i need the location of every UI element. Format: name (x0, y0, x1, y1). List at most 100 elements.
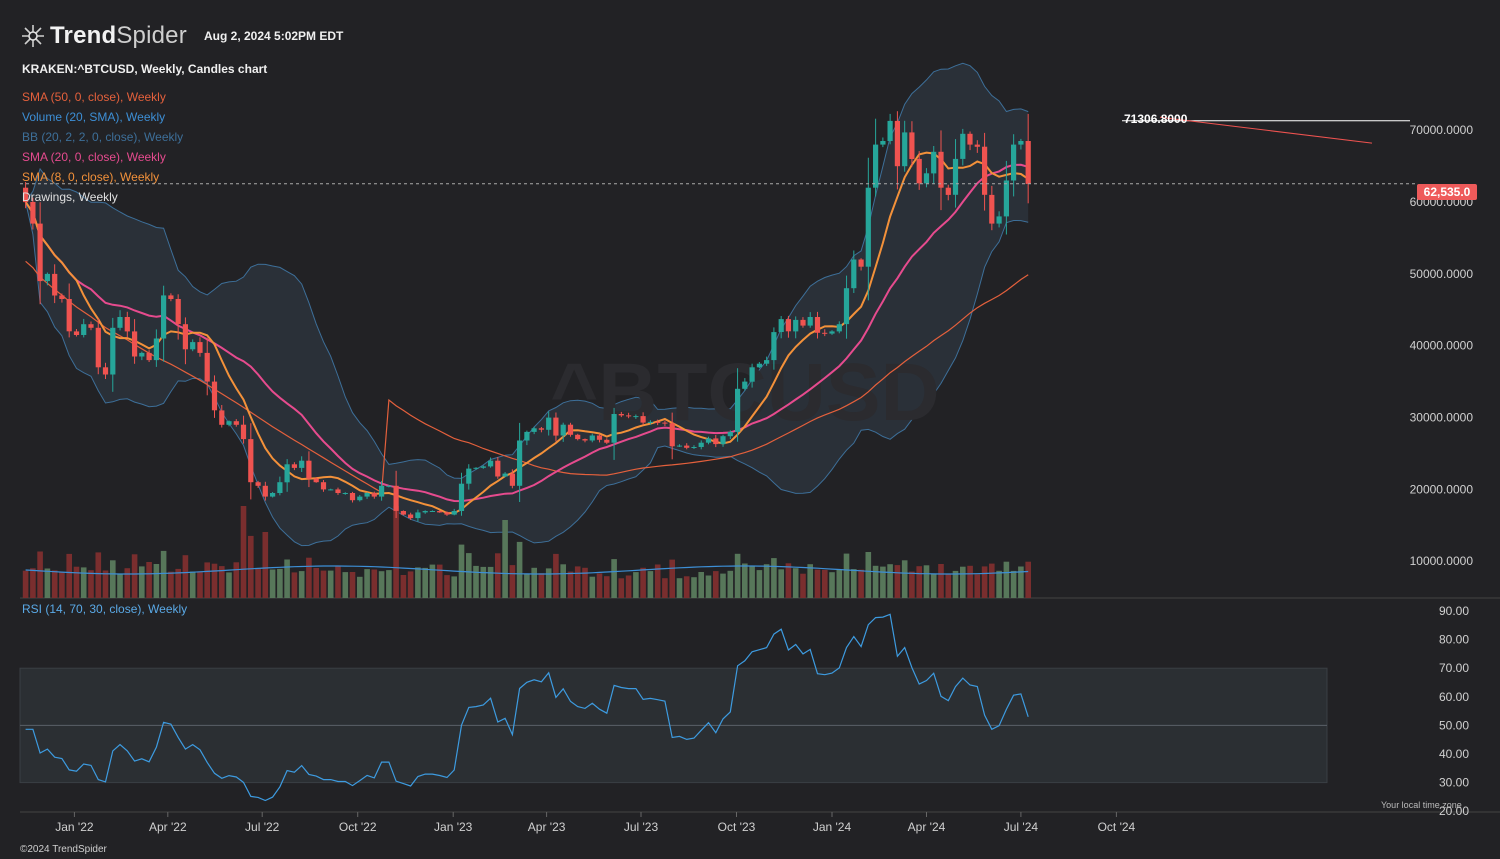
candle-body (698, 442, 704, 447)
candle-body (1011, 144, 1017, 181)
volume-bar (22, 570, 29, 598)
candle-body (182, 324, 188, 350)
rsi-panel (19, 613, 1328, 802)
volume-bar (313, 568, 319, 598)
volume-bar (436, 564, 443, 598)
volume-bar (102, 570, 109, 598)
candle-body (473, 467, 479, 469)
volume-bar (306, 557, 312, 598)
candle-body (1018, 141, 1024, 145)
symbol-title[interactable]: KRAKEN:^BTCUSD, Weekly, Candles chart (22, 62, 268, 76)
candle-body (967, 133, 973, 145)
timezone-note[interactable]: Your local time zone (1381, 800, 1462, 810)
volume-bar (916, 566, 922, 598)
candle-body (139, 352, 145, 357)
candle-body (146, 352, 152, 361)
price-tick-label: 20000.0000 (1410, 482, 1474, 496)
candle-body (168, 295, 174, 299)
volume-bar (378, 571, 385, 598)
volume-bar (59, 572, 65, 598)
candle-body (778, 319, 784, 332)
candle-body (248, 439, 254, 483)
candle-body (793, 319, 799, 332)
candle-body (814, 317, 821, 333)
volume-bar (182, 555, 189, 598)
drawings (20, 116, 1416, 185)
price-tick-label: 30000.0000 (1410, 411, 1474, 425)
volume-bar (269, 569, 276, 598)
candle-body (124, 317, 130, 332)
time-tick-label: Oct '23 (718, 820, 756, 834)
candle-body (291, 464, 297, 468)
candle-body (175, 299, 181, 325)
candle-body (996, 216, 1002, 224)
time-tick-label: Apr '22 (149, 820, 187, 834)
legend-sma50[interactable]: SMA (50, 0, close), Weekly (22, 90, 166, 104)
time-tick-label: Oct '22 (339, 820, 377, 834)
volume-bar (88, 570, 94, 598)
legend-bollinger[interactable]: BB (20, 2, 2, 0, close), Weekly (22, 130, 184, 144)
volume-bar (691, 577, 697, 598)
volume-bar (669, 559, 675, 598)
rsi-tick-label: 30.00 (1439, 776, 1469, 790)
candle-body (306, 460, 312, 479)
resistance-trendline (1159, 116, 1373, 144)
candle-body (299, 460, 305, 468)
legend-sma20[interactable]: SMA (20, 0, close), Weekly (22, 150, 166, 164)
candle-body (596, 435, 603, 440)
legend-volume[interactable]: Volume (20, SMA), Weekly (22, 110, 166, 124)
volume-bar (291, 572, 298, 598)
volume-bar (872, 565, 879, 598)
volume-bar (749, 566, 755, 598)
volume-bar (219, 566, 225, 598)
candle-body (764, 360, 770, 364)
volume-bar (175, 568, 181, 598)
volume-bar (822, 569, 828, 598)
candle-body (357, 496, 363, 501)
candle-body (589, 435, 595, 441)
volume-bar (495, 553, 501, 598)
candle-body (219, 410, 225, 425)
candle-body (364, 493, 370, 497)
volume-bar (974, 574, 981, 598)
rsi-tick-label: 90.00 (1439, 604, 1469, 618)
volume-bar (625, 575, 632, 598)
volume-bar (298, 571, 305, 598)
copyright: ©2024 TrendSpider (20, 844, 107, 855)
volume-bar (277, 568, 283, 598)
volume-bar (124, 568, 131, 598)
volume-bar (473, 565, 479, 598)
brand-logo: TrendSpider (20, 22, 187, 50)
candle-body (517, 440, 523, 486)
volume-bar (422, 567, 428, 598)
candle-body (604, 439, 610, 443)
candle-body (102, 367, 109, 375)
volume-bar (189, 571, 196, 598)
price-tick-label: 40000.0000 (1410, 339, 1474, 353)
candle-body (575, 434, 581, 440)
volume-bar (524, 573, 530, 598)
candle-body (923, 173, 930, 184)
rsi-legend[interactable]: RSI (14, 70, 30, close), Weekly (22, 602, 188, 616)
volume-bar (654, 564, 661, 598)
legend-sma8[interactable]: SMA (8, 0, close), Weekly (22, 170, 160, 184)
volume-bar (589, 576, 596, 598)
candle-body (640, 416, 646, 423)
candle-body (451, 511, 457, 515)
candle-body (379, 485, 385, 497)
volume-bar (967, 565, 973, 598)
candle-body (23, 187, 29, 203)
candle-body (393, 485, 399, 511)
rsi-tick-label: 80.00 (1439, 633, 1469, 647)
volume-bar (880, 566, 886, 598)
legend-drawings[interactable]: Drawings, Weekly (22, 190, 118, 204)
volume-bar (887, 564, 893, 598)
volume-bar (567, 571, 574, 598)
rsi-line (25, 613, 1029, 802)
candle-body (952, 158, 959, 195)
candle-body (284, 464, 290, 483)
price-tick-label: 70000.0000 (1410, 123, 1474, 137)
candle-body (785, 319, 791, 332)
volume-bar (647, 571, 654, 598)
